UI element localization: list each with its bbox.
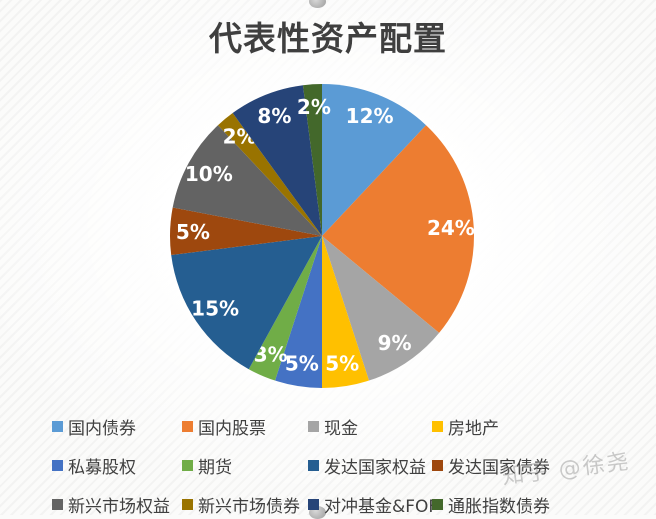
legend-swatch-icon bbox=[182, 499, 193, 510]
data-label: 10% bbox=[185, 162, 233, 186]
chart-legend: 国内债券 国内股票 现金 房地产私募股权 期货 发达国家权益 发达国家债券新兴市场权益 新兴市… bbox=[52, 414, 612, 517]
legend-label: 私募股权 bbox=[68, 458, 136, 478]
legend-item[interactable]: 新兴市场权益 bbox=[52, 492, 182, 517]
legend-label: 新兴市场债券 bbox=[198, 497, 300, 517]
legend-label: 现金 bbox=[324, 419, 358, 439]
pie-slice[interactable] bbox=[170, 207, 322, 256]
pie-slice[interactable] bbox=[217, 113, 322, 236]
pie-slice[interactable] bbox=[172, 125, 322, 236]
legend-item[interactable]: 房地产 bbox=[432, 414, 612, 439]
legend-swatch-icon bbox=[432, 460, 443, 471]
slide-dot-top-icon bbox=[309, 0, 326, 8]
pie-slice[interactable] bbox=[322, 236, 440, 381]
pie-slice[interactable] bbox=[248, 236, 322, 381]
legend-label: 对冲基金&FOF bbox=[324, 497, 439, 517]
legend-swatch-icon bbox=[52, 421, 63, 432]
legend-item[interactable]: 私募股权 bbox=[52, 453, 182, 478]
legend-item[interactable]: 国内债券 bbox=[52, 414, 182, 439]
data-label: 15% bbox=[191, 297, 239, 321]
legend-label: 国内股票 bbox=[198, 419, 266, 439]
legend-item[interactable]: 发达国家权益 bbox=[308, 453, 432, 478]
data-label: 5% bbox=[325, 352, 359, 376]
legend-label: 期货 bbox=[198, 458, 232, 478]
pie-slice[interactable] bbox=[322, 125, 474, 333]
legend-item[interactable]: 国内股票 bbox=[182, 414, 308, 439]
data-label: 2% bbox=[297, 95, 331, 119]
chart-title: 代表性资产配置 bbox=[209, 19, 447, 58]
legend-label: 发达国家债券 bbox=[448, 458, 550, 478]
pie-slice[interactable] bbox=[322, 236, 369, 388]
legend-item[interactable]: 对冲基金&FOF bbox=[308, 492, 438, 517]
legend-item[interactable]: 现金 bbox=[308, 414, 432, 439]
pie-chart: 12%24%9%5%5%3%15%5%10%2%8% 2% bbox=[170, 84, 475, 388]
data-label: 5% bbox=[285, 352, 319, 376]
legend-swatch-icon bbox=[182, 460, 193, 471]
legend-swatch-icon bbox=[308, 499, 319, 510]
legend-swatch-icon bbox=[308, 421, 319, 432]
legend-label: 发达国家权益 bbox=[324, 458, 426, 478]
data-label: 12% bbox=[346, 104, 394, 128]
legend-swatch-icon bbox=[432, 499, 443, 510]
legend-swatch-icon bbox=[182, 421, 193, 432]
legend-item[interactable]: 新兴市场债券 bbox=[182, 492, 308, 517]
pie-slice[interactable] bbox=[322, 84, 427, 236]
legend-swatch-icon bbox=[52, 499, 63, 510]
legend-item[interactable]: 期货 bbox=[182, 453, 308, 478]
data-label: 9% bbox=[378, 331, 412, 355]
data-label: 24% bbox=[427, 216, 475, 240]
legend-swatch-icon bbox=[432, 421, 443, 432]
legend-label: 房地产 bbox=[448, 419, 499, 439]
pie-slice[interactable] bbox=[171, 236, 322, 370]
legend-label: 新兴市场权益 bbox=[68, 497, 170, 517]
legend-swatch-icon bbox=[308, 460, 319, 471]
legend-label: 通胀指数债券 bbox=[448, 497, 550, 517]
data-label: 5% bbox=[176, 220, 210, 244]
data-label: 8% bbox=[257, 104, 291, 128]
legend-swatch-icon bbox=[52, 460, 63, 471]
pie-slice[interactable] bbox=[275, 236, 322, 388]
legend-item[interactable]: 发达国家债券 bbox=[432, 453, 612, 478]
legend-label: 国内债券 bbox=[68, 419, 136, 439]
pie-slice[interactable] bbox=[232, 85, 322, 236]
legend-item[interactable]: 通胀指数债券 bbox=[432, 492, 612, 517]
pie-slice[interactable] bbox=[302, 84, 322, 236]
